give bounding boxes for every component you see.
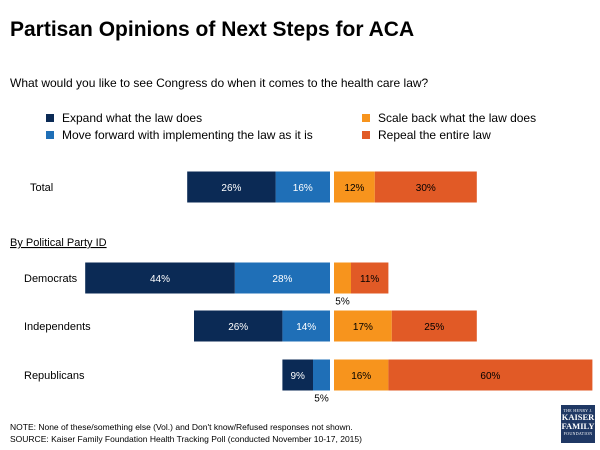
data-label-republicans-scale-back-what-the-law-does: 16%	[351, 371, 371, 382]
logo-line-1: THE HENRY J.	[563, 408, 593, 413]
data-label-republicans-move-forward-with-implementing-the-law-as-it-is: 5%	[314, 394, 329, 405]
legend-move-forward: Move forward with implementing the law a…	[46, 128, 313, 142]
bar-total-move-forward-with-implementing-the-law-as-it-is	[275, 171, 330, 203]
bar-democrats-expand-what-the-law-does	[85, 262, 235, 294]
legend-expand: Expand what the law does	[46, 111, 202, 125]
legend-repeal: Repeal the entire law	[362, 128, 491, 142]
bar-total-expand-what-the-law-does	[187, 171, 276, 203]
category-label-total: Total	[30, 182, 53, 194]
legend-swatch-repeal	[362, 131, 370, 139]
category-label-democrats: Democrats	[24, 273, 78, 285]
bar-republicans-repeal-the-entire-law	[388, 359, 593, 391]
data-label-republicans-repeal-the-entire-law: 60%	[480, 371, 500, 382]
bar-independents-expand-what-the-law-does	[194, 310, 283, 342]
data-label-democrats-repeal-the-entire-law: 11%	[360, 274, 379, 285]
category-label-republicans: Republicans	[24, 370, 85, 382]
bar-democrats-repeal-the-entire-law	[351, 262, 389, 294]
bar-republicans-move-forward-with-implementing-the-law-as-it-is	[313, 359, 330, 391]
bar-total-repeal-the-entire-law	[374, 171, 477, 203]
data-label-independents-repeal-the-entire-law: 25%	[424, 322, 444, 333]
data-label-democrats-move-forward-with-implementing-the-law-as-it-is: 28%	[272, 274, 292, 285]
legend-label-repeal: Repeal the entire law	[378, 128, 491, 142]
legend-label-scale-back: Scale back what the law does	[378, 111, 537, 125]
bar-democrats-move-forward-with-implementing-the-law-as-it-is	[234, 262, 330, 294]
chart-subtitle: What would you like to see Congress do w…	[10, 76, 429, 90]
bar-republicans-scale-back-what-the-law-does	[334, 359, 389, 391]
data-label-total-expand-what-the-law-does: 26%	[221, 183, 241, 194]
bar-democrats-scale-back-what-the-law-does	[334, 262, 351, 294]
logo-line-4: FOUNDATION	[563, 431, 593, 436]
legend-scale-back: Scale back what the law does	[362, 111, 536, 125]
chart-title: Partisan Opinions of Next Steps for ACA	[10, 18, 415, 41]
bar-total-scale-back-what-the-law-does	[334, 171, 375, 203]
legend-swatch-expand	[46, 114, 54, 122]
data-label-democrats-expand-what-the-law-does: 44%	[150, 274, 170, 285]
data-label-total-scale-back-what-the-law-does: 12%	[344, 183, 364, 194]
legend-label-move-forward: Move forward with implementing the law a…	[62, 128, 313, 142]
logo-line-3: FAMILY	[561, 421, 595, 431]
data-label-total-repeal-the-entire-law: 30%	[416, 183, 436, 194]
legend-swatch-scale-back	[362, 114, 370, 122]
bar-independents-scale-back-what-the-law-does	[334, 310, 392, 342]
bar-republicans-expand-what-the-law-does	[282, 359, 313, 391]
data-label-democrats-scale-back-what-the-law-does: 5%	[335, 297, 350, 308]
data-label-republicans-expand-what-the-law-does: 9%	[290, 371, 305, 382]
bar-independents-move-forward-with-implementing-the-law-as-it-is	[282, 310, 330, 342]
section-label: By Political Party ID	[10, 237, 107, 249]
data-label-independents-expand-what-the-law-does: 26%	[228, 322, 248, 333]
legend-swatch-move-forward	[46, 131, 54, 139]
data-label-total-move-forward-with-implementing-the-law-as-it-is: 16%	[293, 183, 313, 194]
footnote-note: NOTE: None of these/something else (Vol.…	[10, 422, 353, 432]
data-label-independents-move-forward-with-implementing-the-law-as-it-is: 14%	[296, 322, 316, 333]
kff-logo: THE HENRY J. KAISER FAMILY FOUNDATION	[561, 405, 595, 443]
footnote-source: SOURCE: Kaiser Family Foundation Health …	[10, 434, 362, 444]
logo-line-2: KAISER	[561, 412, 595, 422]
data-label-independents-scale-back-what-the-law-does: 17%	[353, 322, 373, 333]
bar-independents-repeal-the-entire-law	[391, 310, 477, 342]
legend-label-expand: Expand what the law does	[62, 111, 203, 125]
category-label-independents: Independents	[24, 321, 91, 333]
